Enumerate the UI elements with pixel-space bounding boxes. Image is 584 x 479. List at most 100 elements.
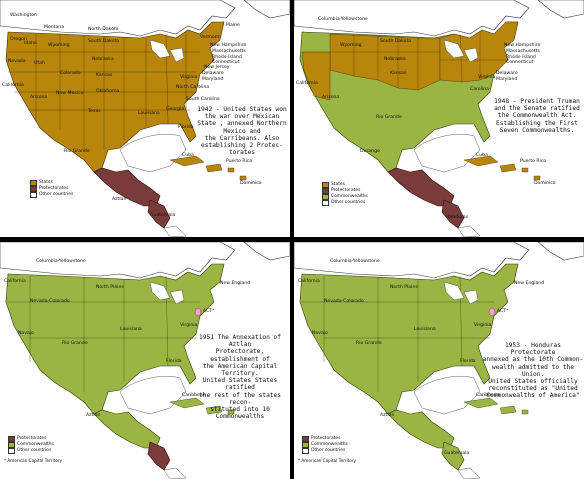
label-new-england: New England [514,281,545,286]
label-wyoming: Wyoming [340,43,362,48]
label-caribbean: Caribbean [182,393,206,398]
label-nevada-colorado: Nevada-Colorado [30,299,70,304]
label-south-dakota: South Dakota [380,39,412,44]
label-oregon: Oregon [10,37,27,42]
caption-line: Establishing the First [496,119,578,127]
caption-line: the Commonwealth Act. [497,112,577,120]
map-panel-1951: Columbia-Yellowstone California North Pl… [0,242,290,479]
label-aztlan: Aztlan [86,413,101,418]
caption-line: and the Senate ratified [494,105,580,113]
caption-line: annexed as the 10th Common- [482,356,584,364]
legend-1948: States Protectorates Commonwealths Other… [322,182,368,206]
label-new-jersey: New Jersey [204,65,230,70]
map-panel-1942: Washington Oregon Montana Idaho North Da… [0,0,290,237]
label-vermont: Vermont [200,35,220,40]
caption-line: torates [228,149,256,157]
label-delaware: Delaware [202,71,224,76]
label-florida: Florida [178,125,194,130]
footnote-act: * American Capital Territory [298,458,357,463]
legend-item-protectorates: Protectorates [302,436,348,442]
label-california: California [2,83,24,88]
map-1951 [0,242,290,479]
footnote-act: * American Capital Territory [4,458,63,463]
label-dominica: Dominica [534,181,556,186]
caption-1948: 1948 - President Truman and the Senate r… [490,98,584,134]
legend-item-protectorates: Protectorates [8,436,54,442]
label-south-carolina: South Carolina [186,97,220,102]
map-1953 [294,242,584,479]
legend-1951: Protectorates Commonwealths Other countr… [8,436,54,454]
label-guatemala: Guatemala [150,213,176,218]
label-columbia-yellowstone: Columbia-Yellowstone [36,259,86,264]
legend-item-other: Other countries [8,448,54,454]
label-act: ACT* [497,309,509,314]
label-columbia-yellowstone: Columbia-Yellowstone [330,259,380,264]
label-navajo: Navajo [18,331,34,336]
caption-line: Protectorate, establishment of [210,348,270,363]
label-rio-grande: Rio Grande [62,341,88,346]
label-massachusetts: Massachusetts [212,49,246,54]
caption-line: Commonwealths of America" [486,392,580,400]
caption-line: 1953 - Honduras Protectorate [505,342,561,357]
map-panel-1953: Columbia-Yellowstone California North Pl… [294,242,584,479]
label-california: California [4,279,26,284]
legend-1953: Protectorates Commonwealths Other countr… [302,436,348,454]
label-puerto-rico: Puerto Rico [520,159,547,164]
legend-item-other: Other countries [30,192,73,198]
label-louisiana: Louisiana [414,327,436,332]
caption-line: State , annexed Northern [197,120,287,128]
label-durango: Durango [360,149,380,154]
label-north-dakota: North Dakota [88,27,119,32]
label-columbia-yellowstone: Columbia-Yellowstone [318,17,368,22]
caption-1942: 1942 - United States won the war over Me… [196,106,288,156]
label-north-carolina: North Carolina [176,85,210,90]
label-colorado: Colorado [60,71,81,76]
map-1948 [294,0,584,237]
map-panel-1948: Columbia-Yellowstone South Dakota Wyomin… [294,0,584,237]
label-oklahoma: Oklahoma [96,89,120,94]
caption-line: wealth admitted to the Union. [492,363,574,378]
label-florida: Florida [460,359,476,364]
caption-line: the rest of the states recon- [199,391,281,406]
label-new-hampshire: New Hampshire [504,43,541,48]
label-washington: Washington [10,13,37,18]
legend-item-states: States [30,180,73,186]
legend-item-protectorates: Protectorates [30,186,73,192]
label-guatemala: Guatemala [444,451,470,456]
label-new-mexico: New Mexico [56,91,84,96]
caption-line: the war over Mexican [204,113,280,121]
label-kansas: Kansas [96,73,113,78]
label-aztlan: Aztlan [112,197,127,202]
legend-item-other: Other countries [302,448,348,454]
label-maryland: Maryland [496,77,518,82]
label-dominica: Dominica [240,181,262,186]
label-connecticut: Connecticut [506,60,534,65]
map-1942 [0,0,290,237]
label-nevada: Nevada [8,59,26,64]
label-california: California [298,279,320,284]
label-georgia: Georgia [166,107,185,112]
caption-line: 1942 - United States won [197,106,287,113]
label-arizona: Arizona [322,95,340,100]
label-wyoming: Wyoming [48,43,70,48]
label-massachusetts: Massachusetts [506,49,540,54]
caption-line: establishing 2 Protec- [201,142,283,150]
caption-line: United States States ratified [202,377,278,392]
caption-line: 1948 - President Truman [494,98,580,105]
caption-line: stituted into 10 Commonwealths [210,406,270,421]
legend-item-protectorates: Protectorates [322,188,368,194]
label-montana: Montana [44,25,65,30]
label-florida: Florida [166,359,182,364]
legend-item-states: States [322,182,368,188]
label-texas: Texas [88,109,101,114]
label-rhode-island: Rhode Island [506,55,536,60]
caption-line: reconstituted as "United [488,385,578,393]
label-puerto-rico: Puerto Rico [226,159,253,164]
label-rio-grande: Rio Grande [376,115,402,120]
label-virginia: Virginia [180,323,198,328]
label-carolina: Carolina [470,87,489,92]
label-south-dakota: South Dakota [88,39,120,44]
label-cuba: Cuba [182,153,194,158]
label-navajo: Navajo [312,331,328,336]
label-rio-grande: Rio Grande [64,149,90,154]
